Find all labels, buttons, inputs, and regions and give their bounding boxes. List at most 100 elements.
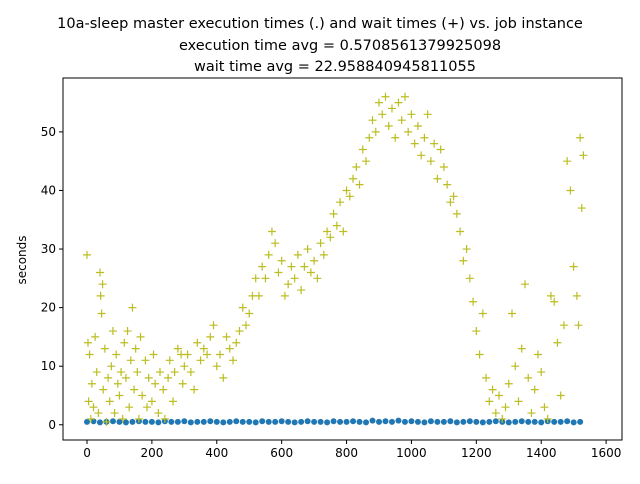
wait-point: [456, 227, 465, 236]
wait-point: [254, 291, 263, 300]
exec-point: [213, 418, 220, 425]
wait-point: [365, 133, 374, 142]
wait-point: [404, 127, 413, 136]
exec-point: [375, 418, 382, 425]
wait-point: [117, 368, 126, 377]
wait-point: [508, 309, 517, 318]
wait-point: [566, 186, 575, 195]
exec-point: [272, 418, 279, 425]
y-tick-label: 30: [41, 242, 56, 256]
wait-point: [121, 373, 130, 382]
wait-point: [550, 297, 559, 306]
exec-point: [233, 418, 240, 425]
wait-point: [264, 250, 273, 259]
x-tick-label: 400: [205, 446, 228, 460]
exec-point: [551, 418, 558, 425]
exec-point: [194, 418, 201, 425]
chart-subtitle: wait time avg = 22.958840945811055: [194, 59, 476, 75]
exec-point: [414, 418, 421, 425]
wait-point: [267, 227, 276, 236]
wait-point: [104, 373, 113, 382]
exec-point: [278, 418, 285, 425]
wait-point: [569, 262, 578, 271]
exec-point: [453, 419, 460, 426]
wait-point: [133, 368, 142, 377]
wait-point: [452, 209, 461, 218]
wait-point: [530, 385, 539, 394]
wait-point: [352, 163, 361, 172]
wait-point: [482, 373, 491, 382]
y-tick-label: 40: [41, 183, 56, 197]
wait-point: [91, 332, 100, 341]
wait-point: [537, 368, 546, 377]
wait-point: [105, 397, 114, 406]
wait-point: [472, 327, 481, 336]
wait-point: [97, 309, 106, 318]
exec-point: [220, 419, 227, 426]
exec-point: [518, 418, 525, 425]
wait-point: [485, 397, 494, 406]
wait-point: [504, 379, 513, 388]
wait-point: [559, 321, 568, 330]
wait-point: [183, 350, 192, 359]
wait-point: [577, 204, 586, 213]
wait-point: [108, 327, 117, 336]
wait-point: [118, 414, 127, 423]
wait-point: [258, 262, 267, 271]
wait-point: [120, 338, 129, 347]
wait-point: [556, 391, 565, 400]
wait-point: [501, 403, 510, 412]
wait-point: [572, 291, 581, 300]
wait-point: [579, 151, 588, 160]
wait-point: [115, 391, 124, 400]
wait-point: [475, 350, 484, 359]
x-tick-label: 1200: [461, 446, 492, 460]
wait-point: [156, 368, 165, 377]
wait-point: [95, 268, 104, 277]
wait-point: [164, 373, 173, 382]
wait-point: [83, 250, 92, 259]
wait-point: [173, 344, 182, 353]
wait-point: [134, 414, 143, 423]
wait-point: [199, 344, 208, 353]
wait-point: [488, 385, 497, 394]
wait-point: [574, 321, 583, 330]
wait-point: [245, 309, 254, 318]
wait-point: [394, 98, 403, 107]
wait-point: [232, 338, 241, 347]
wait-point: [99, 385, 108, 394]
wait-point: [400, 92, 409, 101]
wait-point: [436, 145, 445, 154]
wait-point: [212, 362, 221, 371]
exec-point: [109, 418, 116, 425]
wait-point: [355, 180, 364, 189]
wait-point: [112, 350, 121, 359]
exec-point: [350, 418, 357, 425]
wait-point: [143, 403, 152, 412]
exec-point: [330, 418, 337, 425]
wait-point: [332, 221, 341, 230]
exec-point: [298, 418, 305, 425]
wait-point: [229, 356, 238, 365]
wait-point: [362, 157, 371, 166]
wait-point: [125, 403, 134, 412]
exec-point: [181, 418, 188, 425]
wait-point: [293, 250, 302, 259]
wait-point: [165, 356, 174, 365]
wait-point: [209, 321, 218, 330]
exec-point: [564, 418, 571, 425]
x-tick-label: 200: [140, 446, 163, 460]
y-tick-label: 20: [41, 301, 56, 315]
wait-point: [345, 192, 354, 201]
exec-point: [363, 419, 370, 426]
wait-point: [323, 227, 332, 236]
exec-point: [466, 418, 473, 425]
wait-point: [329, 209, 338, 218]
wait-point: [384, 122, 393, 131]
wait-point: [241, 321, 250, 330]
wait-point: [426, 157, 435, 166]
wait-point: [374, 98, 383, 107]
wait-point: [439, 163, 448, 172]
wait-point: [110, 409, 119, 418]
exec-point: [356, 418, 363, 425]
